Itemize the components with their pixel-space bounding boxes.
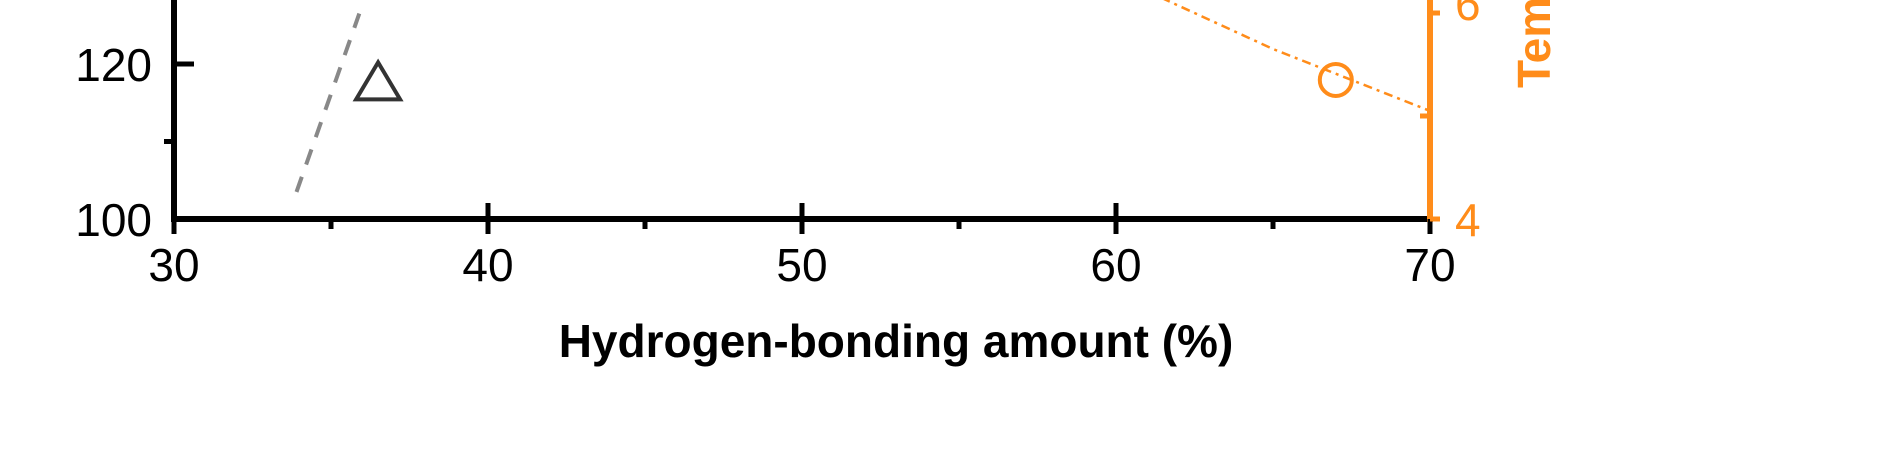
x-tick-label-70: 70 [1404,239,1455,291]
series-3-line [1163,0,1431,113]
plot-area [294,0,1431,193]
series-0-triangle-marker-0 [352,58,404,102]
right-y-axis-title: Tem [1508,0,1560,88]
series-1-line [294,12,362,193]
x-axis-title: Hydrogen-bonding amount (%) [559,315,1234,367]
right-y-tick-label-6: 6 [1455,0,1481,30]
x-tick-label-30: 30 [148,239,199,291]
right-y-tick-label-4: 4 [1455,194,1481,246]
x-tick-label-40: 40 [462,239,513,291]
series-2-circle-marker-0 [1317,61,1354,98]
left-y-tick-label-100: 100 [75,194,152,246]
x-tick-label-60: 60 [1090,239,1141,291]
left-y-tick-label-120: 120 [75,39,152,91]
ticks [164,10,1440,234]
x-tick-label-50: 50 [776,239,827,291]
